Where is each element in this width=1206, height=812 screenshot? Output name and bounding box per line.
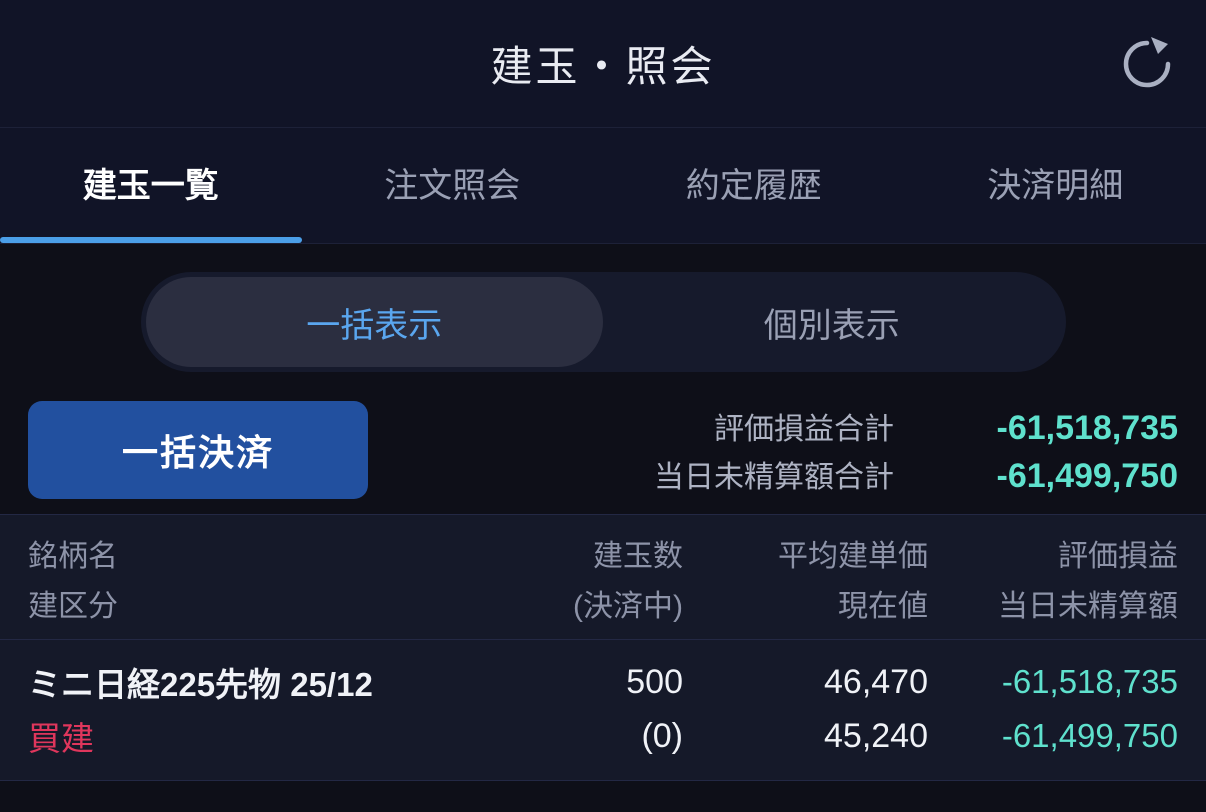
totals-group: 評価損益合計 -61,518,735 当日未精算額合計 -61,499,750 bbox=[654, 404, 1178, 496]
app-header: 建玉・照会 bbox=[0, 0, 1206, 128]
header-settling-qty: (決済中) bbox=[573, 590, 683, 623]
total-unsettled-value: -61,499,750 bbox=[996, 457, 1179, 495]
tab-execution-history[interactable]: 約定履歴 bbox=[685, 167, 822, 205]
table-row-line-2: 買建 (0) 45,240 -61,499,750 bbox=[28, 712, 1178, 760]
positions-table: 銘柄名 建玉数 平均建単価 評価損益 建区分 (決済中) 現在値 当日未精算額 … bbox=[0, 514, 1206, 781]
header-quantity: 建玉数 bbox=[593, 540, 683, 573]
table-row[interactable]: ミニ日経225先物 25/12 500 46,470 -61,518,735 買… bbox=[0, 640, 1206, 781]
header-side: 建区分 bbox=[28, 590, 118, 623]
row-settling-qty: (0) bbox=[641, 716, 683, 755]
table-header-line-1: 銘柄名 建玉数 平均建単価 評価損益 bbox=[28, 531, 1178, 575]
segment-individual-display[interactable]: 個別表示 bbox=[763, 306, 900, 345]
table-header: 銘柄名 建玉数 平均建単価 評価損益 建区分 (決済中) 現在値 当日未精算額 bbox=[0, 515, 1206, 640]
segment-bulk-display[interactable]: 一括表示 bbox=[145, 277, 603, 367]
total-valuation-pl-label: 評価損益合計 bbox=[714, 413, 894, 446]
total-unsettled-row: 当日未精算額合計 -61,499,750 bbox=[654, 452, 1178, 496]
row-unsettled: -61,499,750 bbox=[1001, 717, 1178, 754]
tab-settlement-details[interactable]: 決済明細 bbox=[987, 167, 1124, 205]
total-valuation-pl-value: -61,518,735 bbox=[996, 409, 1179, 447]
page-title: 建玉・照会 bbox=[490, 43, 716, 90]
header-avg-price: 平均建単価 bbox=[778, 540, 928, 573]
header-unsettled: 当日未精算額 bbox=[998, 590, 1178, 623]
summary-bar: 一括決済 評価損益合計 -61,518,735 当日未精算額合計 -61,499… bbox=[0, 386, 1206, 514]
row-valuation-pl: -61,518,735 bbox=[1001, 663, 1178, 700]
refresh-icon[interactable] bbox=[1116, 33, 1178, 95]
tab-bar: 建玉一覧 注文照会 約定履歴 決済明細 bbox=[0, 128, 1206, 244]
bulk-settle-button[interactable]: 一括決済 bbox=[28, 401, 368, 499]
table-row-line-1: ミニ日経225先物 25/12 500 46,470 -61,518,735 bbox=[28, 658, 1178, 706]
header-current-price: 現在値 bbox=[838, 590, 928, 623]
header-valuation-pl: 評価損益 bbox=[1058, 540, 1178, 573]
row-quantity: 500 bbox=[626, 662, 683, 701]
display-mode-section: 一括表示 個別表示 bbox=[0, 244, 1206, 386]
row-avg-price: 46,470 bbox=[824, 662, 928, 701]
tab-order-inquiry[interactable]: 注文照会 bbox=[384, 167, 521, 205]
row-side-badge: 買建 bbox=[28, 720, 94, 757]
row-current-price: 45,240 bbox=[824, 716, 928, 755]
display-mode-segmented-control: 一括表示 個別表示 bbox=[140, 272, 1066, 372]
total-unsettled-label: 当日未精算額合計 bbox=[654, 461, 894, 494]
total-valuation-pl-row: 評価損益合計 -61,518,735 bbox=[654, 404, 1178, 448]
row-instrument-name: ミニ日経225先物 25/12 bbox=[28, 666, 373, 703]
header-name: 銘柄名 bbox=[28, 540, 118, 573]
tab-positions-list[interactable]: 建玉一覧 bbox=[0, 128, 302, 243]
bottom-spacer bbox=[0, 781, 1206, 812]
table-header-line-2: 建区分 (決済中) 現在値 当日未精算額 bbox=[28, 581, 1178, 625]
